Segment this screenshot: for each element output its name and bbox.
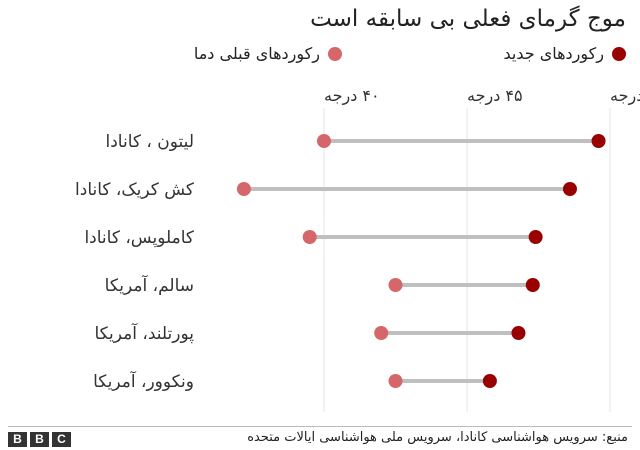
new-record-point xyxy=(525,278,540,292)
previous-record-point xyxy=(317,134,331,148)
row-label: کش کریک، کانادا xyxy=(75,180,195,200)
legend-item-previous-records: رکوردهای قبلی دما xyxy=(194,44,342,63)
row-label: ونکوور، آمریکا xyxy=(93,370,194,392)
new-record-point xyxy=(591,134,606,148)
legend-old-dot xyxy=(328,46,342,61)
row-label: پورتلند، آمریکا xyxy=(94,322,194,344)
bbc-logo-letter-b1: B xyxy=(8,432,27,447)
bbc-logo-letter-b2: B xyxy=(30,432,49,447)
x-tick-label: ۵۰ درجه xyxy=(610,86,640,106)
row-label: لیتون ، کانادا xyxy=(106,132,194,152)
bbc-logo-letter-c: C xyxy=(52,432,71,447)
legend-new-label: رکوردهای جدید xyxy=(503,44,604,63)
legend: رکوردهای جدید رکوردهای قبلی دما xyxy=(14,44,626,70)
previous-record-point xyxy=(388,278,403,292)
row-label: کاملوپس، کانادا xyxy=(84,228,194,248)
bbc-logo: B B C xyxy=(8,432,71,447)
legend-item-new-records: رکوردهای جدید xyxy=(503,44,626,63)
new-record-point xyxy=(528,230,543,244)
dumbbell-chart: ۴۰ درجه ۴۵ درجه ۵۰ درجه لیتون ، کانادا کش کر… xyxy=(75,86,640,412)
row-label: سالم، آمریکا xyxy=(105,274,194,296)
legend-old-label: رکوردهای قبلی دما xyxy=(193,44,320,63)
x-tick-label: ۴۰ درجه xyxy=(324,86,380,106)
source-note: منبع: سرویس هواشناسی کانادا، سرویس ملی ه… xyxy=(247,430,628,445)
previous-record-point xyxy=(388,374,403,388)
legend-new-dot xyxy=(612,46,626,61)
new-record-point xyxy=(562,182,577,196)
footer-divider xyxy=(8,426,632,427)
new-record-point xyxy=(511,326,526,340)
chart-title: موج گرمای فعلی بی سابقه است xyxy=(310,6,626,32)
new-record-point xyxy=(482,374,497,388)
previous-record-point xyxy=(302,230,317,244)
x-tick-label: ۴۵ درجه xyxy=(467,86,523,106)
previous-record-point xyxy=(236,182,251,196)
previous-record-point xyxy=(374,326,389,340)
